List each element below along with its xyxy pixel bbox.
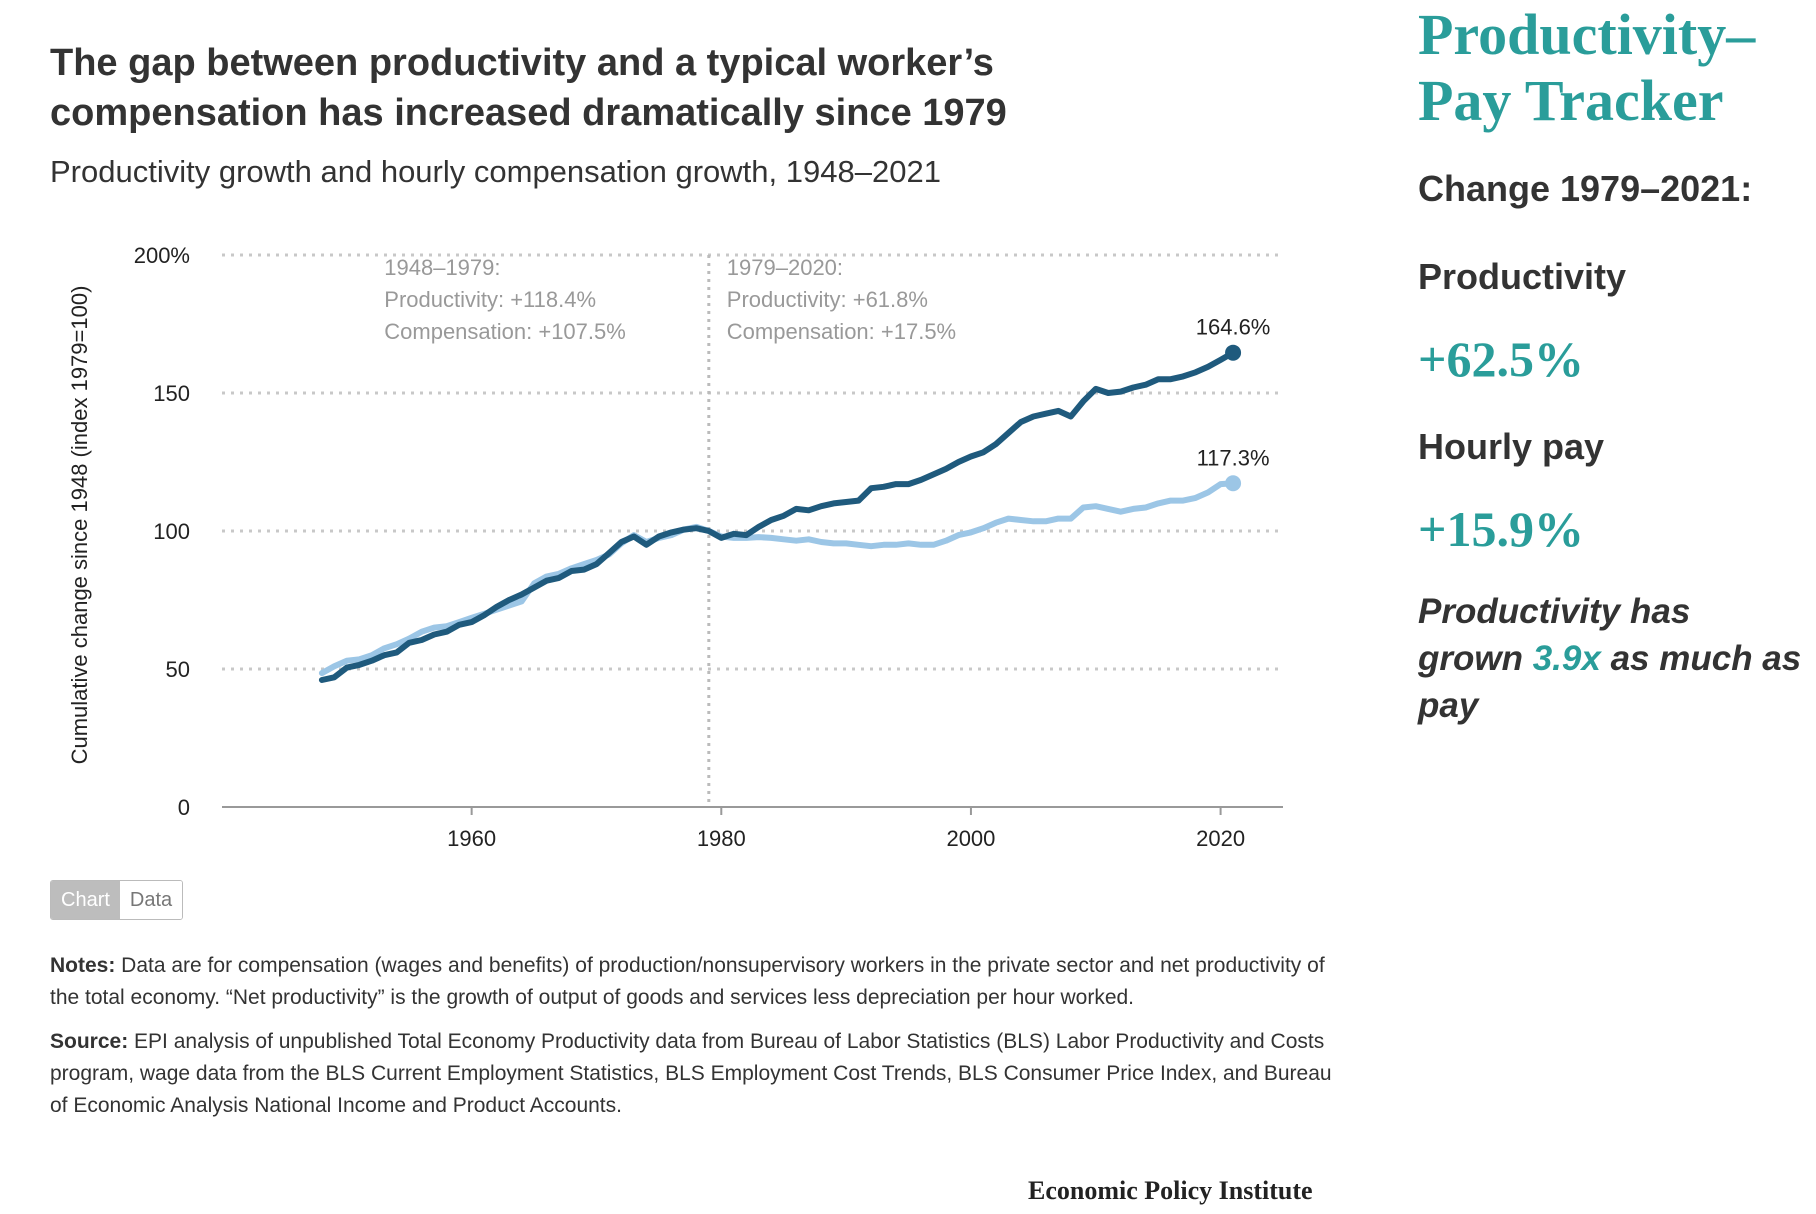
x-tick-label: 1980 [697,826,746,850]
compensation-line [318,480,1237,677]
period-annotation-line: 1948–1979: [384,255,500,280]
source-label: Source: [50,1030,129,1053]
data-view-button[interactable]: Data [119,881,183,919]
chart-title: The gap between productivity and a typic… [50,42,1007,134]
y-tick-label: 50 [166,657,190,682]
compensation-end-label: 117.3% [1197,445,1270,470]
x-tick-label: 1960 [447,826,496,850]
productivity-end-marker [1225,344,1242,361]
comparison-statement: Productivity has grown 3.9x as much as p… [1418,588,1803,729]
change-period-label: Change 1979–2021: [1418,168,1753,209]
period-annotation-line: Compensation: +107.5% [384,319,626,344]
notes-section: Notes: Data are for compensation (wages … [50,950,1340,1134]
y-tick-label: 100 [153,519,190,544]
x-tick-label: 2020 [1196,826,1245,850]
notes-label: Notes: [50,954,116,977]
period-annotation-line: Productivity: +118.4% [384,287,596,312]
hourly-pay-label: Hourly pay [1418,426,1605,467]
hourly-pay-value: +15.9% [1418,501,1584,557]
statement-pre: Productivity has grown [1418,592,1691,678]
chart-view-button[interactable]: Chart [51,881,120,919]
y-tick-label: 0 [178,795,190,820]
productivity-line [318,349,1237,683]
y-tick-label: 150 [153,381,190,406]
chart-data-toggle: Chart Data [50,880,184,920]
notes-text: Data are for compensation (wages and ben… [50,954,1325,1009]
period-annotation-line: Productivity: +61.8% [727,287,928,312]
notes-paragraph: Notes: Data are for compensation (wages … [50,950,1340,1014]
chart-subtitle: Productivity growth and hourly compensat… [50,154,941,189]
source-paragraph: Source: EPI analysis of unpublished Tota… [50,1026,1340,1122]
period-annotation-line: Compensation: +17.5% [727,319,956,344]
x-tick-label: 2000 [946,826,995,850]
productivity-label: Productivity [1418,256,1627,297]
productivity-end-label: 164.6% [1196,315,1271,340]
y-tick-label: 200% [134,243,190,268]
statement-multiplier: 3.9x [1532,639,1601,678]
tracker-title: Productivity–Pay Tracker [1418,2,1756,133]
period-annotation-line: 1979–2020: [727,255,843,280]
statement-post: as much as pay [1418,639,1802,725]
productivity-value: +62.5% [1418,331,1584,387]
line-chart: 0 50 100 150 200% 1960 1980 2000 2020 1948–1979: P… [134,243,1283,850]
compensation-end-marker [1225,475,1242,492]
brand-wordmark: Economic Policy Institute [1028,1176,1313,1205]
source-text: EPI analysis of unpublished Total Econom… [50,1030,1332,1117]
